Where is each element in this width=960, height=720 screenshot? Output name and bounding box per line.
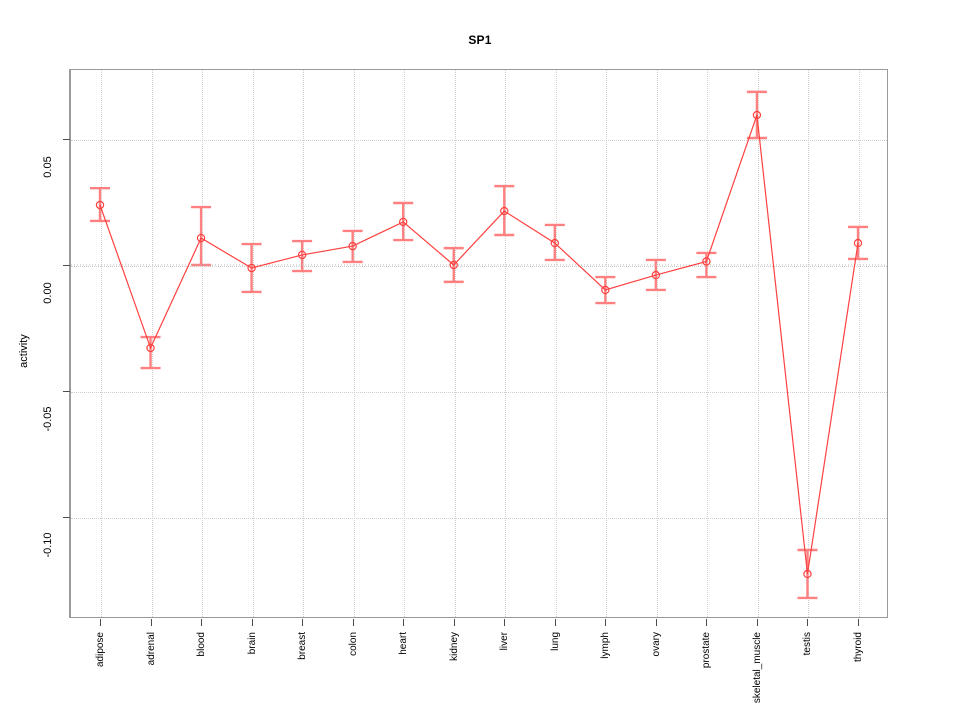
x-axis-tick <box>605 619 607 626</box>
y-axis-line <box>69 69 70 618</box>
x-axis-tick-label: lymph <box>600 632 612 659</box>
x-axis-tick <box>807 619 809 626</box>
x-axis-tick <box>655 619 657 626</box>
gridline-vertical <box>303 70 305 617</box>
y-axis-tick <box>63 391 70 392</box>
y-axis-tick <box>63 265 70 266</box>
gridline-vertical <box>252 70 255 617</box>
y-axis-tick <box>63 517 70 518</box>
gridline-vertical <box>859 70 861 617</box>
x-axis-tick-label: testis <box>802 632 814 656</box>
y-axis-tick-label: -0.05 <box>42 406 54 432</box>
y-axis-label: activity <box>18 334 30 368</box>
y-axis-tick-label: 0.05 <box>42 156 54 178</box>
x-axis-tick-label: thyroid <box>853 632 864 663</box>
gridline-vertical <box>707 70 709 617</box>
x-axis-tick-label: prostate <box>701 632 713 669</box>
x-axis-tick <box>453 619 455 626</box>
x-axis-tick-label: heart <box>398 632 410 655</box>
x-axis-tick-label: liver <box>499 632 511 651</box>
x-axis-tick-label: kidney <box>448 632 460 661</box>
gridline-horizontal <box>71 518 887 520</box>
x-axis-tick <box>403 619 405 626</box>
x-axis-tick <box>150 619 152 626</box>
x-axis-tick <box>352 619 354 626</box>
gridline-vertical <box>404 70 406 617</box>
x-axis-tick-label: ovary <box>650 632 662 657</box>
x-axis-tick <box>554 619 556 626</box>
x-axis-tick <box>858 619 859 626</box>
y-axis-tick <box>63 139 70 140</box>
y-axis-tick-label: 0.00 <box>42 282 54 304</box>
x-axis-tick-label: brain <box>246 632 258 655</box>
x-axis-tick-label: blood <box>196 632 208 657</box>
gridline-vertical <box>606 70 608 617</box>
gridline-vertical <box>101 70 103 617</box>
x-axis-tick <box>201 619 203 626</box>
gridline-vertical <box>202 70 204 617</box>
gridline-vertical <box>353 70 356 617</box>
gridline-vertical <box>555 70 558 617</box>
gridline-vertical <box>505 70 507 617</box>
x-axis-tick-label: adrenal <box>145 632 157 666</box>
x-axis-tick-label: lung <box>549 632 561 651</box>
gridline-horizontal <box>71 266 887 268</box>
gridline-vertical <box>454 70 457 617</box>
y-axis-tick-label: -0.10 <box>42 532 54 558</box>
gridline-horizontal <box>71 392 887 394</box>
gridline-vertical <box>151 70 154 617</box>
x-axis-tick-label: colon <box>347 632 359 656</box>
x-axis-tick-label: skeletal_muscle <box>751 632 763 704</box>
x-axis-tick <box>706 619 708 626</box>
x-axis-tick <box>251 619 253 626</box>
x-axis-tick-label: adipose <box>95 632 106 668</box>
x-axis-tick <box>504 619 506 626</box>
x-axis-tick <box>100 619 101 626</box>
gridline-vertical <box>808 70 810 617</box>
plot-area <box>70 69 888 618</box>
gridline-vertical <box>656 70 659 617</box>
x-axis-tick <box>756 619 758 626</box>
page-title: SP1 <box>468 33 492 47</box>
gridline-horizontal <box>71 140 887 142</box>
gridline-vertical <box>757 70 760 617</box>
x-axis-tick-label: breast <box>297 632 309 660</box>
x-axis-tick <box>302 619 304 626</box>
